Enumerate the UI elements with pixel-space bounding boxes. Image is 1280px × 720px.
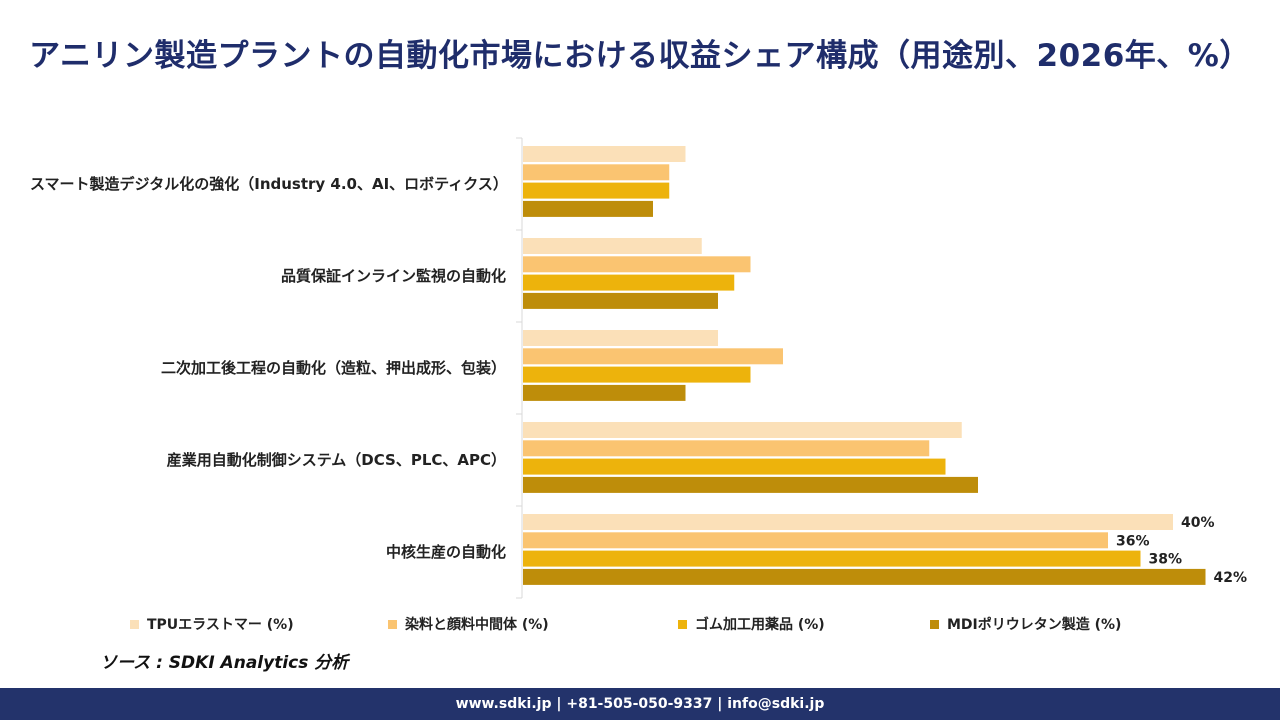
- category-label: スマート製造デジタル化の強化（Industry 4.0、AI、ロボティクス）: [30, 174, 508, 193]
- bar-3-category-2: [523, 274, 735, 291]
- bar-1-category-4: [523, 422, 962, 438]
- source-note: ソース : SDKI Analytics 分析: [100, 653, 349, 673]
- category-label: 中核生産の自動化: [385, 542, 506, 561]
- legend-swatch: [678, 619, 687, 629]
- legend-label: MDIポリウレタン製造 (%): [947, 617, 1122, 633]
- bar-4-category-1: [523, 200, 653, 217]
- bar-1-category-1: [523, 146, 686, 162]
- bar-1-category-3: [523, 330, 718, 346]
- bar-1-category-5: [523, 514, 1173, 530]
- chart-legend: TPUエラストマー (%) 染料と顔料中間体 (%) ゴム加工用薬品 (%) MDIポ…: [130, 614, 1230, 638]
- legend-swatch: [388, 619, 397, 629]
- data-label: 42%: [1214, 570, 1248, 586]
- chart-title: アニリン製造プラントの自動化市場における収益シェア構成（用途別、2026年、%）: [29, 38, 1251, 74]
- category-label: 品質保証インライン監視の自動化: [280, 266, 506, 285]
- bar-3-category-1: [523, 182, 670, 199]
- bar-4-category-3: [523, 384, 686, 401]
- bar-4-category-2: [523, 292, 718, 309]
- legend-item: ゴム加工用薬品 (%): [678, 614, 825, 634]
- legend-label: 染料と顔料中間体 (%): [405, 617, 549, 633]
- data-label: 40%: [1181, 515, 1215, 531]
- legend-label: TPUエラストマー (%): [147, 617, 294, 633]
- bar-4-category-4: [523, 476, 978, 493]
- bar-2-category-5: [523, 532, 1108, 549]
- legend-swatch: [130, 619, 139, 629]
- legend-item: TPUエラストマー (%): [130, 614, 294, 634]
- footer-contact-bar: www.sdki.jp | +81-505-050-9337 | info@sd…: [0, 688, 1280, 720]
- legend-label: ゴム加工用薬品 (%): [695, 617, 825, 633]
- bar-3-category-5: [523, 550, 1141, 567]
- legend-swatch: [930, 619, 939, 629]
- bar-4-category-5: [523, 568, 1206, 585]
- bar-2-category-2: [523, 256, 751, 273]
- bar-1-category-2: [523, 238, 702, 254]
- legend-item: 染料と顔料中間体 (%): [388, 614, 549, 634]
- bar-2-category-3: [523, 348, 783, 365]
- legend-item: MDIポリウレタン製造 (%): [930, 614, 1121, 634]
- bar-2-category-4: [523, 440, 930, 457]
- bar-2-category-1: [523, 164, 670, 181]
- bar-3-category-4: [523, 458, 946, 475]
- category-label: 二次加工後工程の自動化（造粒、押出成形、包装）: [160, 358, 506, 377]
- data-label: 38%: [1149, 552, 1183, 568]
- bar-3-category-3: [523, 366, 751, 383]
- data-label: 36%: [1116, 533, 1150, 549]
- category-label: 産業用自動化制御システム（DCS、PLC、APC）: [166, 450, 506, 469]
